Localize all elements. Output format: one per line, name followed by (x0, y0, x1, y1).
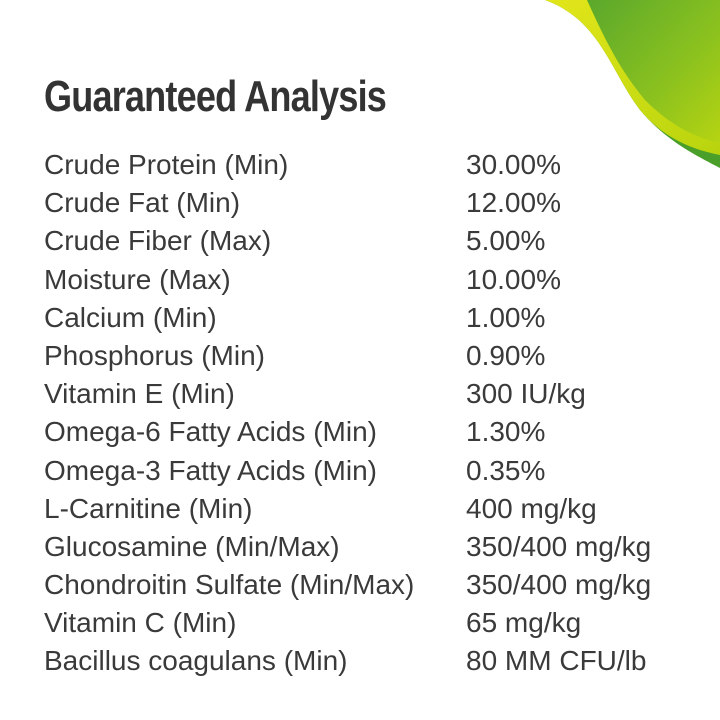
nutrient-value: 0.35% (466, 454, 546, 486)
page-title: Guaranteed Analysis (44, 72, 387, 121)
nutrient-value: 30.00% (466, 149, 561, 180)
nutrient-label: Crude Fat (Min) (44, 187, 241, 219)
nutrient-value: 0.90% (466, 339, 546, 371)
nutrient-value: 80 MM CFU/lb (466, 645, 647, 677)
nutrient-value: 10.00% (466, 263, 561, 295)
nutrient-label: Omega-6 Fatty Acids (Min) (44, 416, 377, 448)
nutrient-value: 1.00% (466, 301, 546, 333)
nutrient-label: Phosphorus (Min) (44, 339, 265, 371)
nutrient-label: Omega-3 Fatty Acids (Min) (44, 454, 377, 486)
nutrient-value: 350/400 mg/kg (466, 530, 652, 562)
nutrient-value: 300 IU/kg (466, 378, 586, 410)
nutrient-value: 12.00% (466, 187, 561, 219)
nutrient-label: Calcium (Min) (44, 301, 217, 333)
nutrient-value: 350/400 mg/kg (466, 569, 652, 601)
nutrient-label: L-Carnitine (Min) (44, 492, 253, 524)
nutrient-label: Vitamin C (Min) (44, 607, 237, 639)
nutrient-label: Moisture (Max) (44, 263, 231, 295)
nutrient-value: 65 mg/kg (466, 607, 582, 639)
nutrient-value: 400 mg/kg (466, 492, 597, 524)
nutrient-label: Chondroitin Sulfate (Min/Max) (44, 569, 415, 601)
nutrient-label: Vitamin E (Min) (44, 378, 235, 410)
nutrient-label: Crude Fiber (Max) (44, 225, 272, 257)
nutrient-value: 1.30% (466, 416, 546, 448)
nutrient-value: 5.00% (466, 225, 546, 257)
nutrient-label: Crude Protein (Min) (44, 149, 289, 180)
nutrient-label: Bacillus coagulans (Min) (44, 645, 348, 677)
nutrient-label: Glucosamine (Min/Max) (44, 530, 340, 562)
